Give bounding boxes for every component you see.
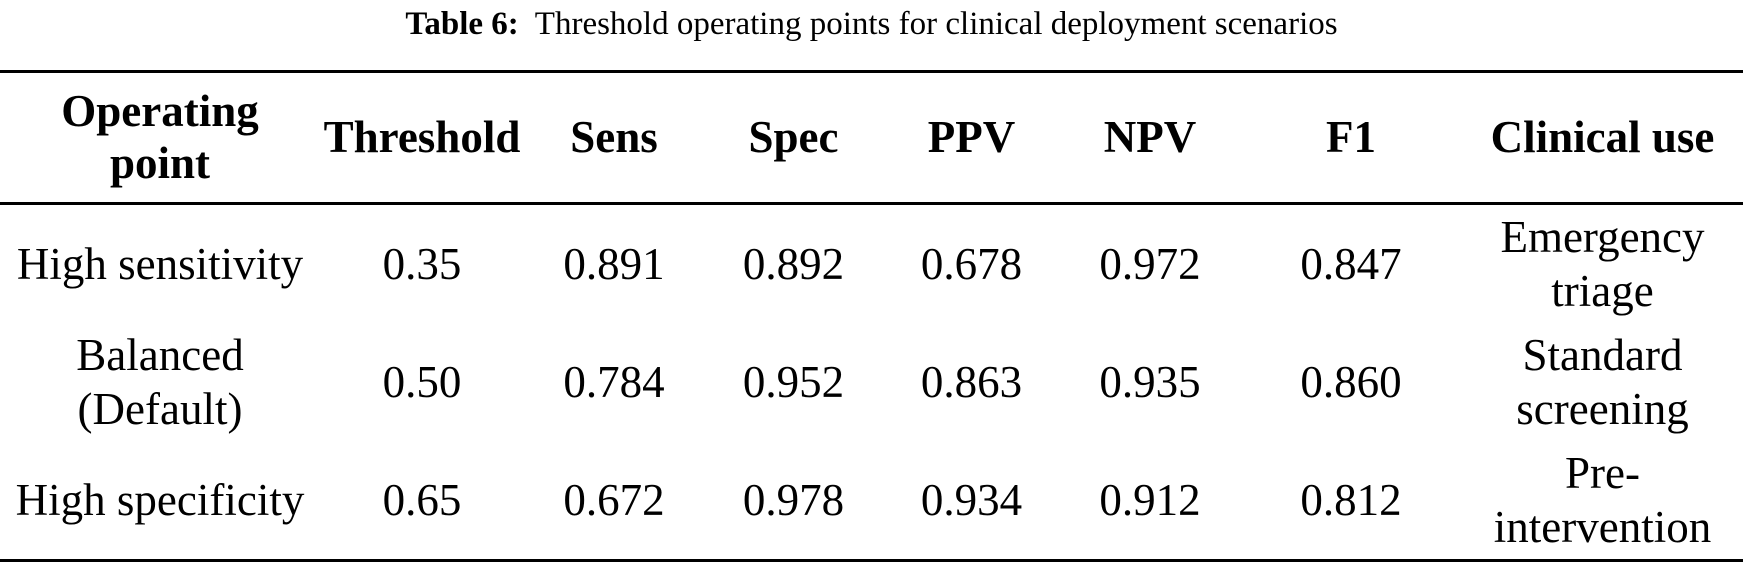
cell-clinical-use: Emergency triage (1500, 211, 1705, 316)
cell-npv: 0.972 (1099, 238, 1201, 289)
table-caption-text: Threshold operating points for clinical … (534, 6, 1338, 42)
col-header-clinical-use: Clinical use (1462, 71, 1743, 205)
cell-f1: 0.847 (1300, 238, 1402, 289)
cell-npv: 0.912 (1099, 475, 1201, 526)
cell-ppv: 0.863 (920, 357, 1023, 407)
cell-spec: 0.892 (742, 238, 845, 289)
col-header-operating-point: Operating point (0, 71, 320, 205)
cell-threshold: 0.65 (382, 475, 462, 526)
cell-spec: 0.978 (742, 475, 845, 526)
cell-npv: 0.935 (1099, 357, 1201, 407)
cell-ppv: 0.678 (920, 238, 1023, 289)
table-caption-label: Table 6: (405, 6, 519, 42)
col-header-spec: Spec (704, 71, 883, 205)
cell-f1: 0.812 (1300, 475, 1402, 526)
cell-operating-point: High specificity (15, 475, 305, 526)
cell-threshold: 0.35 (382, 238, 462, 289)
cell-spec: 0.952 (742, 357, 845, 407)
cell-sens: 0.672 (563, 475, 665, 526)
col-header-npv: NPV (1060, 71, 1240, 205)
col-header-f1: F1 (1240, 71, 1462, 205)
header-row: Operating point Threshold Sens Spec PPV … (0, 71, 1743, 205)
cell-clinical-use: Standard screening (1516, 330, 1689, 434)
threshold-operating-points-table: Operating point Threshold Sens Spec PPV … (0, 70, 1743, 562)
cell-sens: 0.891 (563, 238, 665, 289)
cell-sens: 0.784 (563, 357, 665, 407)
col-header-threshold: Threshold (320, 71, 524, 205)
cell-clinical-use: Pre- intervention (1493, 448, 1712, 553)
col-header-ppv: PPV (883, 71, 1060, 205)
table-caption: Table 6: Threshold operating points for c… (0, 0, 1743, 70)
cell-ppv: 0.934 (920, 475, 1023, 526)
table-row-high-sensitivity: High sensitivity 0.35 0.891 0.892 0.678 … (0, 204, 1743, 323)
cell-operating-point: Balanced (Default) (76, 330, 244, 434)
col-header-sens: Sens (524, 71, 704, 205)
table-row-high-specificity: High specificity 0.65 0.672 0.978 0.934 … (0, 442, 1743, 561)
table-row-balanced-default: Balanced (Default) 0.50 0.784 0.952 0.86… (0, 323, 1743, 442)
cell-operating-point: High sensitivity (16, 238, 304, 289)
cell-threshold: 0.50 (382, 357, 462, 407)
cell-f1: 0.860 (1300, 357, 1402, 407)
